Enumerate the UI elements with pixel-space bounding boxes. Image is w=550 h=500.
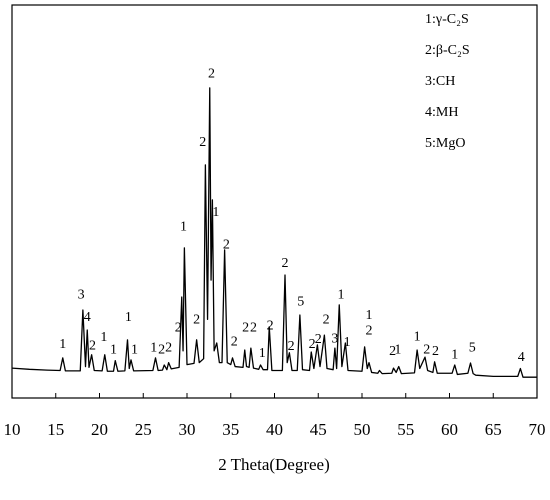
peak-label: 2: [423, 342, 430, 357]
legend-entry: 5:MgO: [425, 136, 465, 151]
x-tick-label: 25: [135, 420, 152, 439]
x-tick-label: 60: [441, 420, 458, 439]
peak-label: 1: [125, 310, 132, 325]
peak-label: 2: [309, 337, 316, 352]
x-tick-label: 65: [485, 420, 502, 439]
peak-label: 2: [250, 320, 257, 335]
x-tick-label: 10: [4, 420, 21, 439]
peak-label: 1: [110, 342, 117, 357]
x-tick-label: 40: [266, 420, 283, 439]
peak-label: 1: [451, 347, 458, 362]
peak-label: 1: [100, 330, 107, 345]
x-tick-label: 30: [179, 420, 196, 439]
peak-label: 2: [432, 344, 439, 359]
peak-label: 2: [389, 344, 396, 359]
peak-label: 1: [150, 340, 157, 355]
x-tick-label: 50: [354, 420, 371, 439]
peak-label: 3: [78, 287, 85, 302]
peak-label: 1: [131, 342, 138, 357]
peak-label: 2: [175, 320, 182, 335]
x-tick-label: 35: [222, 420, 239, 439]
peak-label: 2: [231, 334, 238, 349]
x-tick-label: 20: [91, 420, 108, 439]
legend-entry: 4:MH: [425, 105, 458, 120]
x-tick-label: 15: [47, 420, 64, 439]
peak-label: 1: [366, 308, 373, 323]
xrd-line: [11, 87, 537, 378]
peak-label: 1: [180, 219, 187, 234]
peak-label: 1: [414, 329, 421, 344]
peak-label: 1: [344, 335, 351, 350]
peak-label: 2: [223, 237, 230, 252]
x-tick-label: 45: [310, 420, 327, 439]
peak-label: 5: [469, 340, 476, 355]
peak-label: 2: [315, 332, 322, 347]
peak-label: 2: [199, 135, 206, 150]
peak-label: 1: [259, 346, 266, 361]
x-axis-label: 2 Theta(Degree): [218, 455, 330, 474]
peak-label: 2: [89, 338, 96, 353]
peak-label: 2: [193, 312, 200, 327]
legend-entry: 2:β-C₂S: [425, 43, 470, 58]
peak-label: 4: [84, 310, 91, 325]
legend-entry: 3:CH: [425, 74, 455, 89]
peak-label: 5: [297, 294, 304, 309]
peak-label: 2: [158, 342, 165, 357]
peak-label: 4: [518, 350, 525, 365]
x-tick-label: 70: [529, 420, 546, 439]
peak-label: 1: [394, 342, 401, 357]
peak-label: 3: [331, 331, 338, 346]
peak-label: 2: [288, 339, 295, 354]
x-tick-label: 55: [397, 420, 414, 439]
peak-label: 2: [323, 312, 330, 327]
peak-label: 2: [165, 340, 172, 355]
peak-label: 2: [242, 320, 249, 335]
peak-label: 2: [282, 256, 289, 271]
peak-label: 2: [267, 318, 274, 333]
peak-label: 1: [338, 287, 345, 302]
peak-label: 2: [208, 66, 215, 81]
peak-label: 2: [366, 323, 373, 338]
peak-label: 1: [59, 337, 66, 352]
peak-label: 1: [212, 205, 219, 220]
legend-entry: 1:γ-C₂S: [425, 12, 469, 27]
